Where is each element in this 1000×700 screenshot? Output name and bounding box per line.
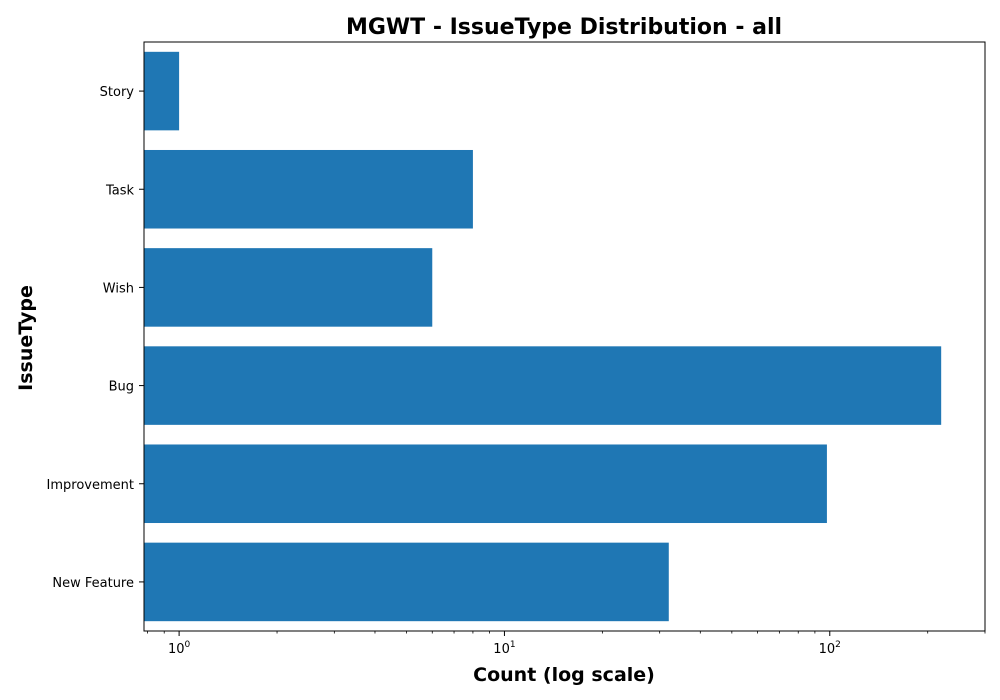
plot-area: New Feature Improvement Bug Wish Task Story 10… <box>47 41 986 657</box>
x-tick-label: 100 <box>168 640 191 657</box>
bar-task <box>144 149 473 229</box>
chart-title: MGWT - IssueType Distribution - all <box>346 15 782 40</box>
bar-wish <box>144 248 433 327</box>
y-axis-label: IssueType <box>15 285 37 391</box>
x-axis-label: Count (log scale) <box>473 664 655 686</box>
bar-improvement <box>144 444 827 524</box>
plot-frame <box>143 41 986 632</box>
y-tick-label: Improvement <box>47 478 134 493</box>
bar-story <box>144 51 180 131</box>
y-tick-label: Wish <box>103 281 134 296</box>
y-tick-label: New Feature <box>52 576 134 591</box>
x-tick-label: 102 <box>819 640 841 657</box>
y-tick-label: Story <box>100 85 135 100</box>
y-tick-label: Bug <box>109 380 134 395</box>
y-tick-label: Task <box>105 183 135 198</box>
bar-new-feature <box>144 542 669 622</box>
x-tick-label: 101 <box>493 640 515 657</box>
bar-bug <box>144 346 942 425</box>
